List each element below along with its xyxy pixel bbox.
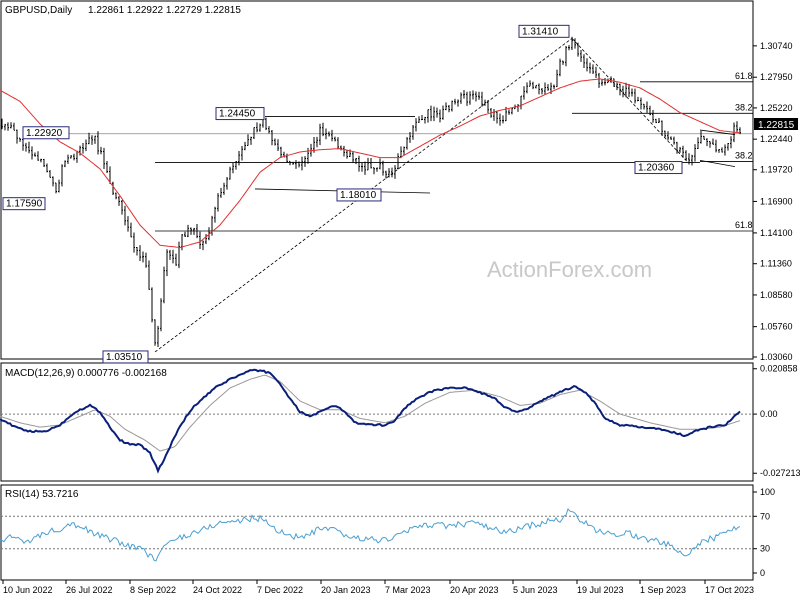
rsi-tick-label: 0 — [760, 568, 765, 578]
price-annotation-label: 1.03510 — [106, 352, 143, 363]
dashed-trendline — [571, 38, 689, 163]
macd-line — [0, 368, 741, 474]
x-tick-label: 5 Jun 2023 — [513, 585, 558, 595]
rsi-layer — [0, 508, 753, 562]
price-tick-label: 1.22440 — [760, 134, 793, 144]
macd-signal-line — [0, 374, 741, 452]
price-annotation-box — [2, 197, 46, 211]
price-tick-label: 1.14100 — [760, 228, 793, 238]
rsi-tick-label: 70 — [760, 511, 770, 521]
x-tick-label: 17 Oct 2023 — [705, 585, 754, 595]
price-annotation-label: 1.18010 — [340, 190, 377, 201]
rsi-line — [0, 508, 741, 562]
price-annotation-box — [634, 161, 683, 175]
x-tick-label: 1 Sep 2023 — [640, 585, 686, 595]
x-tick-label: 24 Oct 2022 — [193, 585, 242, 595]
price-tick-label: 1.16900 — [760, 196, 793, 206]
chart-symbol: GBPUSD,Daily — [5, 5, 72, 16]
x-tick-label: 10 Jun 2022 — [3, 585, 53, 595]
price-layer: 61.8 38.2 38.2 61.8 1.31410 1.24450 1.22920 1.1… — [0, 24, 753, 364]
fib-level-label: 38.2 — [735, 102, 753, 112]
chart-ohlc: 1.22861 1.22922 1.22729 1.22815 — [88, 5, 241, 16]
macd-panel — [0, 362, 754, 482]
price-annotation-box — [215, 107, 265, 121]
price-annotation-label: 1.24450 — [219, 109, 256, 120]
rsi-title: RSI(14) 53.7216 — [5, 489, 79, 500]
macd-tick-label: -0.027213 — [760, 468, 800, 478]
price-tick-label: 1.11360 — [760, 259, 792, 269]
price-annotation-label: 1.20360 — [638, 163, 675, 174]
price-tick-label: 1.25220 — [760, 103, 793, 113]
price-tick-label: 1.27950 — [760, 72, 793, 82]
fib-level-label: 38.2 — [735, 150, 753, 160]
price-annotation-label: 1.31410 — [522, 26, 559, 37]
fib-level-label: 61.8 — [735, 71, 753, 81]
price-tick-label: 1.08580 — [760, 290, 793, 300]
price-tick-label: 1.30740 — [760, 41, 793, 51]
x-tick-label: 20 Apr 2023 — [450, 585, 499, 595]
price-tick-label: 1.05760 — [760, 322, 793, 332]
x-tick-label: 20 Jan 2023 — [321, 585, 371, 595]
price-annotation-label: 1.22920 — [26, 128, 63, 139]
channel-line — [699, 160, 736, 167]
watermark: ActionForex.com — [487, 257, 652, 282]
x-tick-label: 19 Jul 2023 — [577, 585, 624, 595]
axis-layer: 1.30740 1.27950 1.25220 1.22440 1.19720 1.169… — [2, 41, 800, 595]
fib-level-label: 61.8 — [735, 220, 753, 230]
x-tick-label: 7 Dec 2022 — [257, 585, 303, 595]
price-annotation-box — [336, 188, 382, 202]
moving-average-line — [0, 78, 741, 249]
macd-tick-label: 0.020858 — [760, 364, 798, 374]
price-panel — [0, 0, 754, 360]
rsi-tick-label: 30 — [760, 544, 770, 554]
price-tick-label: 1.03060 — [760, 352, 793, 362]
price-annotation-box — [518, 24, 570, 38]
current-price-label: 1.22815 — [758, 120, 795, 131]
current-price-box — [754, 118, 798, 130]
price-tick-label: 1.19720 — [760, 165, 793, 175]
macd-tick-label: 0.00 — [760, 409, 778, 419]
x-tick-label: 7 Mar 2023 — [385, 585, 431, 595]
channel-line — [699, 129, 736, 135]
rsi-panel — [0, 484, 754, 581]
x-tick-label: 26 Jul 2022 — [66, 585, 113, 595]
price-annotation-label: 1.17590 — [6, 199, 43, 210]
rsi-tick-label: 100 — [760, 487, 775, 497]
x-tick-label: 8 Sep 2022 — [130, 585, 176, 595]
price-annotation-box — [22, 126, 70, 140]
macd-title: MACD(12,26,9) 0.000776 -0.002168 — [5, 368, 167, 379]
price-annotation-box — [102, 350, 149, 364]
macd-layer — [0, 368, 753, 474]
